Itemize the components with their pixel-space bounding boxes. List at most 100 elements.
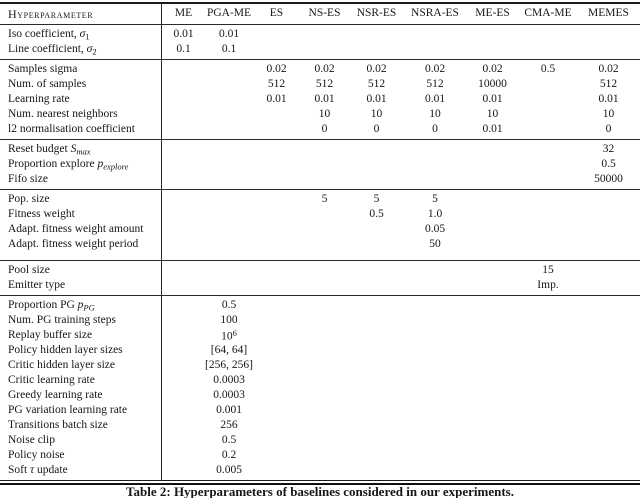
section-divider-rule (0, 59, 640, 60)
text-segment: σ (79, 27, 86, 40)
cell-ns-es: 512 (315, 77, 334, 90)
cell-me: 0.01 (173, 27, 194, 40)
table-row: Emitter type Imp. (0, 278, 640, 293)
cell-nsr-es: 5 (373, 192, 380, 205)
cell-nsr-es: 10 (370, 107, 383, 120)
row-label: Fifo size (0, 173, 162, 186)
cell-nsr-es: 512 (367, 77, 386, 90)
table-row: Policy hidden layer sizes [64, 64] (0, 343, 640, 358)
row-label: Iso coefficient, σ1 (0, 27, 162, 41)
row-label: Line coefficient, σ2 (0, 42, 162, 56)
table-section: Pop. size 5 5 5 Fitness weight 0.5 1.0 Adapt. f… (0, 190, 640, 260)
text-segment: Transitions batch size (8, 418, 108, 431)
column-header-nsr-es: NSR-ES (356, 7, 397, 20)
cell-ns-es: 0 (321, 122, 328, 135)
text-segment: Num. PG training steps (8, 313, 116, 326)
row-label: Proportion explore pexplore (0, 157, 162, 171)
text-segment: Line coefficient, (8, 42, 87, 55)
header-hyperparameter: Hyperparameter (8, 7, 94, 21)
cell-nsr-es: 0.02 (366, 62, 387, 75)
row-label: Policy noise (0, 448, 162, 462)
text-segment: 1 (85, 31, 90, 41)
text-segment: τ (30, 463, 35, 476)
row-label: Learning rate (0, 92, 162, 106)
cell-ns-es: 10 (318, 107, 331, 120)
text-segment: 2 (92, 46, 97, 56)
cell-me: 0.1 (176, 42, 191, 55)
cell-pga-me: 106 (205, 328, 253, 343)
text-segment: p (77, 298, 84, 311)
cell-cma-me: 0.5 (540, 62, 556, 75)
table-row: Iso coefficient, σ1 0.01 0.01 (0, 27, 640, 42)
cell-nsra-es: 10 (429, 107, 441, 120)
row-label: Transitions batch size (0, 418, 162, 432)
cell-cma-me: 15 (542, 263, 554, 276)
cell-memes: 0.5 (601, 157, 616, 170)
table-top-rule (0, 2, 640, 4)
text-segment: Noise clip (8, 433, 55, 446)
table-row: Samples sigma 0.02 0.02 0.02 0.02 0.02 0.5 0.02 (0, 62, 640, 77)
table-row: Adapt. fitness weight period 50 (0, 237, 640, 252)
table-header-row: Hyperparameter ME PGA-ME ES NS-ES NSR-ES NSRA-… (0, 4, 640, 24)
table-row: Reset budget Smax 32 (0, 142, 640, 157)
cell-nsra-es: 50 (429, 237, 441, 250)
cell-nsra-es: 512 (426, 77, 444, 90)
cell-pga-me: 0.2 (221, 448, 237, 461)
section-divider-rule (0, 260, 640, 261)
table-row: l2 normalisation coefficient 0 0 0 0.01 0 (0, 122, 640, 137)
table-row: Noise clip 0.5 (0, 433, 640, 448)
cell-memes: 0 (605, 122, 612, 135)
cell-nsra-es: 0.05 (424, 222, 446, 235)
text-segment: p (97, 157, 104, 170)
table-row: PG variation learning rate 0.001 (0, 403, 640, 418)
text-segment: max (76, 146, 91, 156)
text-segment: Adapt. fitness weight amount (8, 222, 144, 235)
text-segment: Learning rate (8, 92, 70, 105)
cell-nsra-es: 0 (432, 122, 438, 135)
cell-memes: 32 (602, 142, 615, 155)
cell-pga-me: [256, 256] (205, 358, 253, 371)
cell-memes: 0.01 (598, 92, 619, 105)
table-row: Critic learning rate 0.0003 (0, 373, 640, 388)
text-segment: Reset budget (8, 142, 71, 155)
row-label: l2 normalisation coefficient (0, 122, 162, 136)
column-header-cma-me: CMA-ME (524, 7, 572, 20)
table-row: Transitions batch size 256 (0, 418, 640, 433)
row-label: Greedy learning rate (0, 389, 162, 402)
column-header-ns-es: NS-ES (308, 7, 341, 20)
cell-nsra-es: 0.02 (424, 62, 446, 75)
column-header-me: ME (174, 7, 193, 20)
row-label: Num. PG training steps (0, 313, 162, 327)
row-label: Fitness weight (0, 208, 162, 221)
cell-es: 0.01 (266, 92, 287, 105)
cell-pga-me: 256 (220, 418, 238, 431)
row-label: Adapt. fitness weight amount (0, 222, 162, 236)
text-segment: Pop. size (8, 192, 50, 205)
cell-me-es: 0.01 (482, 92, 503, 105)
table-row: Num. PG training steps 100 (0, 313, 640, 328)
cell-es: 0.02 (266, 62, 287, 75)
cell-pga-me: 0.01 (218, 27, 240, 40)
cell-memes: 50000 (594, 172, 623, 185)
table-row: Num. of samples 512 512 512 512 10000 512 (0, 77, 640, 92)
text-segment: Policy noise (8, 448, 65, 461)
text-segment: S (70, 142, 77, 155)
text-segment: update (34, 463, 68, 476)
header-rule (0, 24, 640, 25)
text-segment: l2 normalisation coefficient (8, 122, 135, 135)
cell-me-es: 0.01 (482, 122, 503, 135)
table-row: Greedy learning rate 0.0003 (0, 388, 640, 403)
table-row: Fitness weight 0.5 1.0 (0, 207, 640, 222)
text-segment: Adapt. fitness weight period (8, 237, 139, 250)
table-row: Line coefficient, σ2 0.1 0.1 (0, 42, 640, 57)
table-row: Num. nearest neighbors 10 10 10 10 10 (0, 107, 640, 122)
text-segment: Replay buffer size (8, 328, 93, 341)
row-label: Proportion PG pPG (0, 298, 162, 312)
cell-nsr-es: 0 (373, 122, 380, 135)
table-row: Replay buffer size 106 (0, 328, 640, 343)
table-row: Pop. size 5 5 5 (0, 192, 640, 207)
table-caption: Table 2: Hyperparameters of baselines co… (126, 484, 514, 498)
column-header-memes: MEMES (588, 7, 629, 20)
bottom-rule-thick-line (0, 483, 640, 485)
